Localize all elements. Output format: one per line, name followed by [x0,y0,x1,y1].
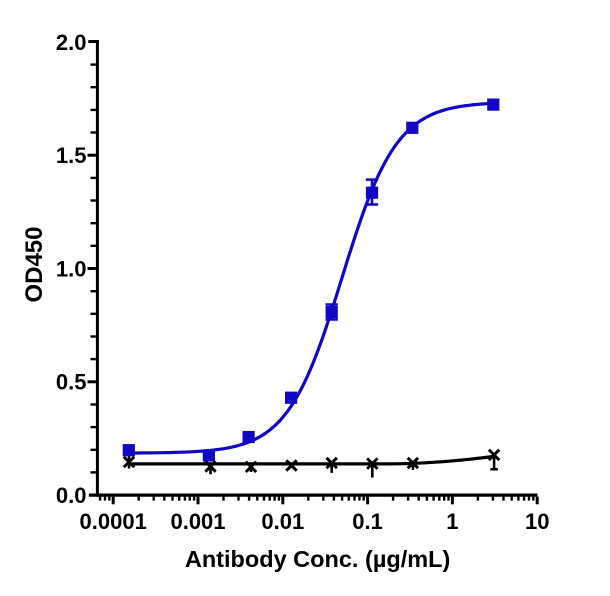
svg-text:0.01: 0.01 [261,509,304,534]
svg-text:1: 1 [446,509,458,534]
svg-text:0.001: 0.001 [170,509,225,534]
svg-text:2.0: 2.0 [56,30,87,55]
svg-text:1.0: 1.0 [56,256,87,281]
svg-text:1.5: 1.5 [56,143,87,168]
svg-text:0.0001: 0.0001 [80,509,147,534]
svg-text:0.1: 0.1 [352,509,383,534]
svg-text:0.5: 0.5 [56,370,87,395]
svg-text:10: 10 [525,509,549,534]
svg-text:0.0: 0.0 [56,483,87,508]
svg-text:Antibody Conc. (µg/mL): Antibody Conc. (µg/mL) [185,546,450,572]
svg-text:OD450: OD450 [21,226,48,302]
